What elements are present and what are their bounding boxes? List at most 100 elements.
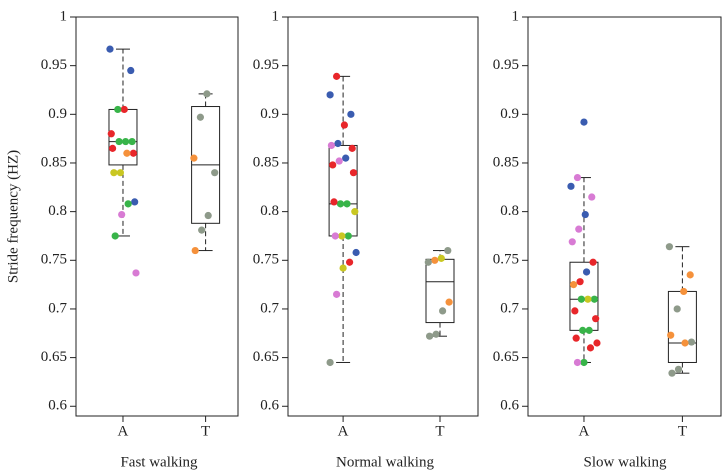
point [330, 198, 338, 206]
x-tick-label: T [435, 423, 444, 439]
point [333, 290, 341, 298]
point [111, 232, 119, 240]
point [107, 130, 115, 138]
point [687, 338, 696, 346]
point [585, 326, 593, 334]
y-tick-label: 1 [60, 8, 68, 24]
y-tick-label: 0.7 [260, 300, 279, 316]
point [667, 331, 675, 339]
point [572, 334, 580, 342]
y-tick-label: 0.95 [41, 57, 67, 73]
point [198, 226, 206, 234]
point [110, 169, 118, 177]
point [424, 258, 432, 266]
panel-title: Fast walking [120, 454, 198, 470]
point [106, 45, 114, 53]
panel-title: Normal walking [336, 454, 434, 470]
point [344, 232, 352, 240]
point [339, 264, 347, 272]
point [340, 121, 348, 129]
y-tick-label: 0.85 [41, 154, 67, 170]
y-tick-label: 0.6 [260, 398, 279, 414]
point [592, 315, 600, 323]
y-tick-label: 1 [512, 8, 520, 24]
x-tick-label: T [678, 423, 687, 439]
box [667, 290, 697, 363]
point [588, 193, 596, 201]
point [573, 173, 582, 182]
point [573, 358, 582, 367]
point [196, 113, 204, 121]
y-tick-label: 0.7 [500, 300, 519, 316]
y-axis-label: Stride frequency (HZ) [5, 150, 21, 283]
point [343, 200, 351, 208]
point [437, 254, 445, 262]
point [334, 139, 342, 148]
point [577, 295, 585, 303]
y-tick-label: 0.95 [493, 57, 519, 73]
point [582, 268, 591, 276]
y-tick-label: 0.9 [500, 106, 519, 122]
point [118, 210, 126, 219]
point [681, 339, 689, 347]
point [348, 144, 356, 152]
panel-frame [527, 16, 722, 417]
point [589, 258, 597, 266]
point [580, 358, 588, 367]
point [338, 232, 346, 240]
point [571, 307, 579, 315]
y-tick-label: 0.65 [493, 349, 519, 365]
point [431, 256, 439, 264]
panel-frame [287, 16, 479, 417]
x-tick-label: T [201, 423, 210, 439]
point [680, 287, 688, 296]
point [116, 169, 124, 177]
point [581, 210, 589, 219]
point [203, 90, 211, 98]
point [120, 105, 128, 114]
y-tick-label: 1 [272, 8, 280, 24]
y-tick-label: 0.85 [493, 154, 519, 170]
y-tick-label: 0.75 [253, 252, 279, 268]
point [584, 295, 592, 303]
panel-title: Slow walking [584, 454, 667, 470]
point [579, 326, 587, 334]
point [333, 72, 341, 80]
point [331, 232, 339, 240]
y-tick-label: 0.9 [48, 106, 67, 122]
point [211, 169, 219, 177]
point [342, 154, 350, 162]
point [445, 298, 453, 306]
x-tick-label: A [579, 423, 590, 439]
point [567, 182, 575, 190]
point [129, 149, 137, 157]
x-tick-label: A [118, 423, 129, 439]
point [128, 137, 136, 146]
point [115, 137, 123, 146]
y-tick-label: 0.85 [253, 154, 279, 170]
point [326, 91, 334, 99]
y-tick-label: 0.7 [48, 300, 67, 316]
point [576, 278, 584, 286]
point [191, 246, 199, 255]
point [204, 211, 212, 220]
y-tick-label: 0.65 [253, 349, 279, 365]
y-tick-label: 0.8 [500, 203, 519, 219]
point [132, 269, 140, 277]
point [352, 248, 360, 257]
panel-frame [75, 16, 239, 417]
point [127, 66, 135, 75]
x-tick-label: A [338, 423, 349, 439]
point [123, 149, 131, 157]
point [326, 358, 334, 367]
point [124, 200, 132, 208]
y-tick-label: 0.8 [260, 203, 279, 219]
point [114, 105, 122, 114]
point [426, 332, 434, 340]
point [439, 307, 447, 315]
point [190, 154, 198, 162]
point [349, 169, 358, 177]
point [444, 246, 452, 255]
point [346, 258, 354, 266]
